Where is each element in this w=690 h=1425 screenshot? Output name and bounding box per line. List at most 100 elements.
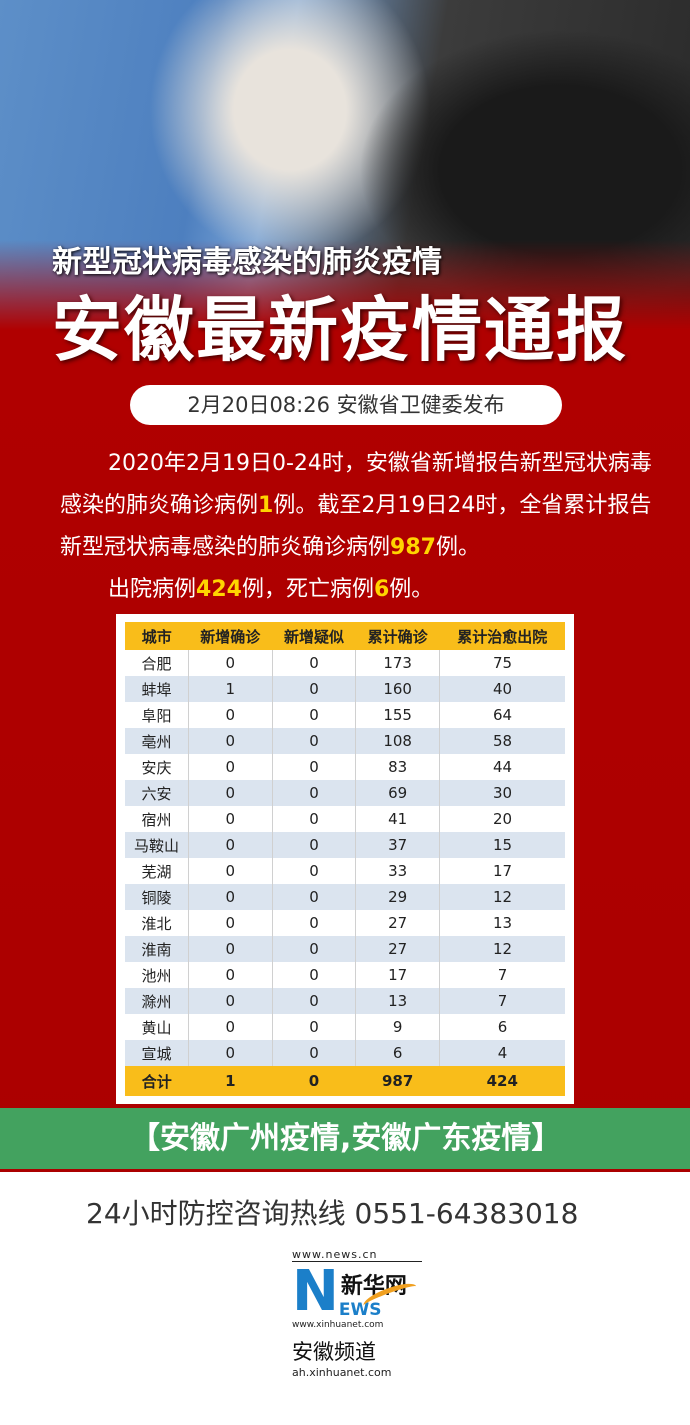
table-cell: 6	[355, 1040, 440, 1066]
table-cell: 0	[188, 884, 273, 910]
table-cell: 4	[439, 1040, 565, 1066]
logo-ews: EWS	[338, 1300, 382, 1320]
table-cell: 69	[355, 780, 440, 806]
table-cell: 0	[188, 832, 273, 858]
total-cell: 1	[188, 1066, 273, 1096]
table-cell: 0	[272, 1040, 357, 1066]
table-cell: 淮南	[125, 936, 189, 962]
table-cell: 12	[439, 936, 565, 962]
table-cell: 17	[492, 862, 513, 880]
table-cell: 37	[355, 832, 440, 858]
table-cell: 0	[272, 884, 357, 910]
table-cell: 20	[492, 810, 513, 828]
table-cell: 0	[272, 780, 357, 806]
table-cell: 0	[188, 910, 273, 936]
table-cell: 7	[439, 988, 565, 1014]
channel-url: ah.xinhuanet.com	[292, 1366, 392, 1379]
table-cell: 淮北	[125, 910, 189, 936]
table-cell: 7	[497, 966, 508, 984]
table-cell: 0	[272, 754, 357, 780]
column-header: 城市	[125, 622, 189, 650]
text: 例。截至2月19日24时，全省累计报告新型冠状病毒感染的肺炎确诊病例	[60, 493, 652, 560]
table-cell: 0	[272, 702, 357, 728]
table-cell: 0	[188, 1040, 273, 1066]
table-cell: 33	[355, 858, 440, 884]
table-row: 铜陵 0 0 29 12	[125, 884, 565, 910]
total-cell: 424	[439, 1066, 565, 1096]
table-cell: 0	[272, 936, 357, 962]
logo-cn: 新华网	[340, 1274, 407, 1299]
text: 出院病例	[108, 577, 197, 602]
total-cell: 987	[355, 1066, 440, 1096]
table-cell: 马鞍山	[125, 832, 189, 858]
table-row: 黄山 0 0 9 6	[125, 1014, 565, 1040]
table-cell: 0	[272, 676, 357, 702]
table-cell: 黄山	[125, 1014, 189, 1040]
table-cell: 芜湖	[125, 858, 189, 884]
logo-url: www.news.cn	[292, 1248, 422, 1262]
table-cell: 58	[439, 728, 565, 754]
total-cell: 合计	[125, 1066, 189, 1096]
table-cell: 41	[355, 806, 440, 832]
total-cases: 987	[390, 535, 436, 560]
text: 2020年2月19日0-24时，安徽省新增报告新型冠状病毒感染的肺炎确诊病例	[60, 451, 652, 518]
table-cell: 0	[188, 1014, 273, 1040]
summary-paragraph: 2020年2月19日0-24时，安徽省新增报告新型冠状病毒感染的肺炎确诊病例1例…	[60, 443, 660, 611]
table-cell: 160	[355, 676, 440, 702]
new-cases: 1	[258, 493, 274, 518]
table-cell: 合肥	[125, 650, 189, 676]
release-info: 2月20日08:26 安徽省卫健委发布	[130, 385, 562, 425]
table-cell: 108	[355, 728, 440, 754]
table-cell: 44	[492, 758, 513, 776]
total-row: 合计 1 0 987 424	[125, 1066, 565, 1096]
table-cell: 75	[492, 654, 513, 672]
table-cell: 0	[188, 702, 273, 728]
text: 例。	[389, 577, 434, 602]
column-header: 累计治愈出院	[439, 622, 565, 650]
table-cell: 13	[492, 914, 513, 932]
city-table: 城市 新增确诊 新增疑似 累计确诊 累计治愈出院 合肥 0 0 173 75 蚌埠 1 0 160 40 阜…	[116, 614, 574, 1104]
table-cell: 27	[355, 936, 440, 962]
table-cell: 六安	[125, 780, 189, 806]
table-row: 亳州 0 0 108 58	[125, 728, 565, 754]
table-cell: 0	[188, 962, 273, 988]
table-cell: 0	[188, 650, 273, 676]
column-header: 新增疑似	[272, 622, 356, 650]
table-row: 蚌埠 1 0 160 40	[125, 676, 565, 702]
table-cell: 0	[188, 754, 273, 780]
table-cell: 铜陵	[125, 884, 189, 910]
table-cell: 阜阳	[125, 702, 189, 728]
table-cell: 0	[188, 728, 273, 754]
table-cell: 滁州	[125, 988, 189, 1014]
table-cell: 安庆	[125, 754, 189, 780]
table-cell: 0	[272, 962, 357, 988]
table-cell: 0	[188, 936, 273, 962]
table-cell: 0	[272, 988, 357, 1014]
footer	[0, 1172, 690, 1425]
table-cell: 83	[355, 754, 440, 780]
table-cell: 宿州	[125, 806, 189, 832]
table-cell: 13	[355, 988, 440, 1014]
text: 例。	[435, 535, 480, 560]
table-row: 安庆 0 0 83 44	[125, 754, 565, 780]
subtitle: 新型冠状病毒感染的肺炎疫情	[52, 245, 442, 280]
table-cell: 6	[497, 1018, 508, 1036]
total-cell: 0	[272, 1066, 356, 1096]
table-cell: 0	[188, 858, 273, 884]
table-cell: 蚌埠	[125, 676, 189, 702]
table-cell: 173	[355, 650, 440, 676]
table-row: 六安 0 0 69 30	[125, 780, 565, 806]
table-cell: 30	[439, 780, 565, 806]
table-cell: 12	[439, 884, 565, 910]
logo-n: N	[292, 1259, 339, 1324]
table-cell: 1	[188, 676, 273, 702]
table-cell: 池州	[125, 962, 189, 988]
table-cell: 9	[355, 1014, 440, 1040]
column-header: 新增确诊	[188, 622, 273, 650]
page-title: 安徽最新疫情通报	[52, 289, 628, 371]
table-row: 滁州 0 0 13 7	[125, 988, 565, 1014]
table-cell: 155	[355, 702, 440, 728]
table-cell: 宣城	[125, 1040, 189, 1066]
table-cell: 15	[439, 832, 565, 858]
table-cell: 0	[272, 1014, 357, 1040]
